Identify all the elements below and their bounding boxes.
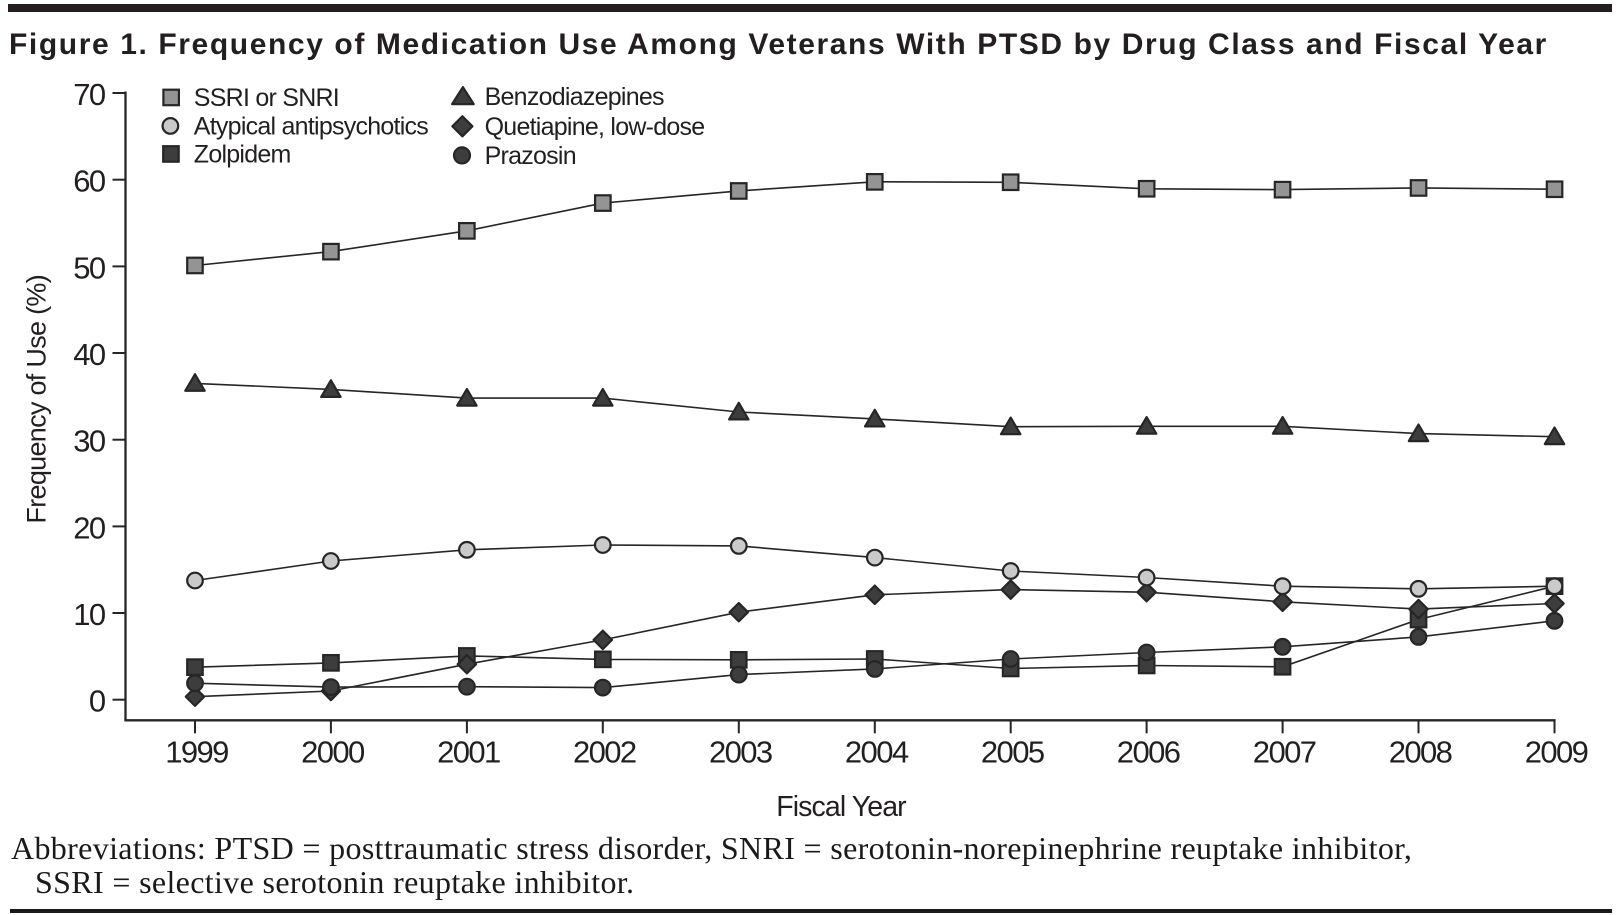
svg-text:30: 30 bbox=[73, 424, 106, 459]
svg-text:2006: 2006 bbox=[1117, 735, 1180, 770]
svg-text:2008: 2008 bbox=[1389, 735, 1452, 770]
svg-text:2009: 2009 bbox=[1525, 735, 1588, 770]
svg-text:Frequency of Use (%): Frequency of Use (%) bbox=[21, 275, 51, 524]
svg-text:0: 0 bbox=[89, 684, 106, 719]
svg-text:70: 70 bbox=[73, 77, 106, 112]
svg-text:Prazosin: Prazosin bbox=[485, 142, 576, 170]
svg-text:10: 10 bbox=[73, 597, 106, 632]
svg-text:2004: 2004 bbox=[845, 735, 909, 770]
svg-text:SSRI or SNRI: SSRI or SNRI bbox=[194, 84, 339, 112]
svg-text:20: 20 bbox=[73, 510, 106, 545]
svg-text:2005: 2005 bbox=[981, 735, 1044, 770]
svg-text:2007: 2007 bbox=[1253, 735, 1316, 770]
svg-text:40: 40 bbox=[73, 337, 106, 372]
svg-text:2001: 2001 bbox=[437, 735, 500, 770]
svg-text:Quetiapine, low-dose: Quetiapine, low-dose bbox=[485, 113, 705, 141]
svg-text:2003: 2003 bbox=[709, 735, 772, 770]
svg-text:1999: 1999 bbox=[165, 735, 228, 770]
svg-text:Fiscal Year: Fiscal Year bbox=[776, 791, 907, 823]
svg-text:Atypical antipsychotics: Atypical antipsychotics bbox=[194, 113, 429, 141]
svg-text:2000: 2000 bbox=[301, 735, 365, 770]
svg-text:Benzodiazepines: Benzodiazepines bbox=[485, 83, 664, 111]
svg-text:50: 50 bbox=[73, 250, 106, 285]
svg-text:2002: 2002 bbox=[573, 735, 636, 770]
svg-text:60: 60 bbox=[73, 164, 106, 199]
svg-text:Zolpidem: Zolpidem bbox=[194, 141, 291, 169]
